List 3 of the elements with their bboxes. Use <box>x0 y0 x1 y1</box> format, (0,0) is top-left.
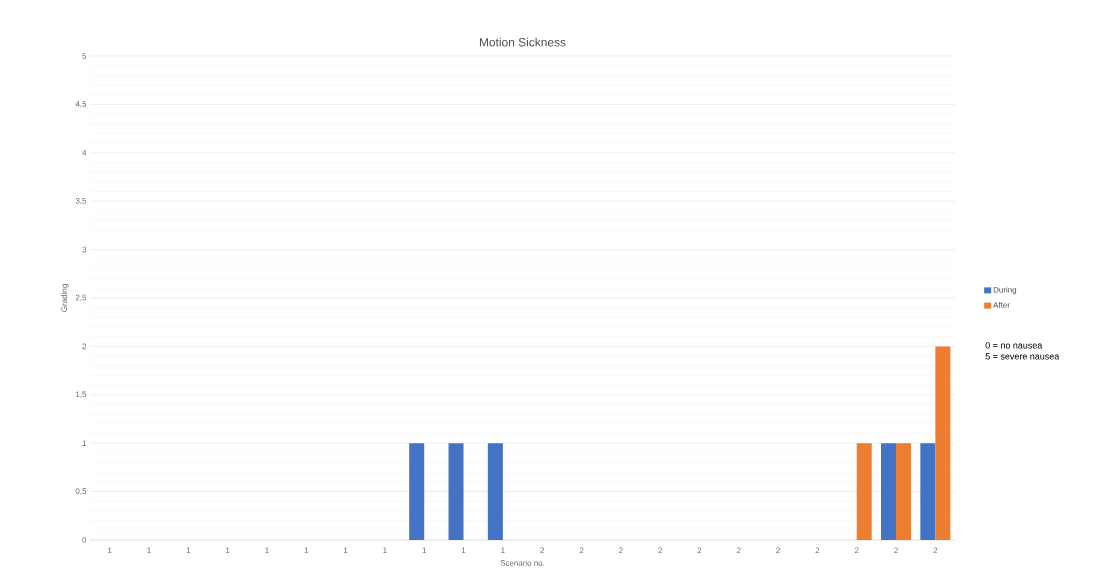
text: 0 = no nausea <box>985 342 1043 349</box>
text: 5 = severe nausea <box>985 353 1060 360</box>
chart-title: Motion Sickness <box>479 37 566 47</box>
